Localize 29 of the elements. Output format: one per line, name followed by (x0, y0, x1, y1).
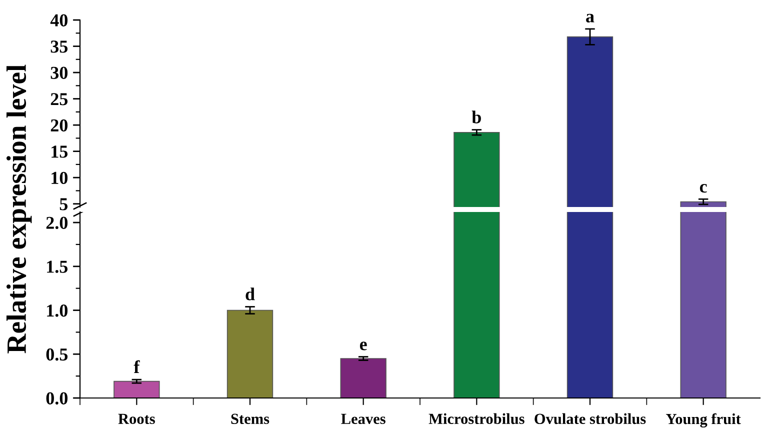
y-tick-label: 30 (50, 66, 68, 79)
x-tick-label: Stems (231, 414, 270, 424)
annotation: a (586, 14, 594, 22)
y-tick-label: 0.0 (46, 392, 68, 405)
y-tick-label: 20 (50, 119, 68, 132)
annotation: f (134, 360, 140, 373)
y-tick-label: 1.0 (47, 304, 68, 317)
y-tick-label: 1.5 (47, 260, 68, 273)
bar (340, 358, 386, 398)
y-tick-label: 0.5 (46, 348, 68, 361)
x-tick-label: Ovulate strobilus (534, 413, 646, 424)
y-tick-label: 15 (52, 146, 68, 158)
x-tick-label: Roots (118, 414, 155, 424)
bar (226, 310, 274, 398)
y-tick-label: 5 (60, 198, 68, 210)
y-tick-label: 35 (50, 40, 68, 53)
y-tick-label: 25 (50, 93, 68, 106)
x-tick-label: Leaves (341, 414, 386, 424)
annotation: d (246, 288, 255, 300)
y-tick-label: 2.0 (46, 216, 68, 230)
annotation: c (700, 184, 707, 193)
x-tick-label: Young fruit (666, 413, 741, 428)
y-tick-label: 40 (50, 14, 68, 26)
y-tick-label: 10 (52, 172, 68, 184)
annotation: e (360, 342, 367, 350)
x-tick-label: Microstrobilus (428, 413, 524, 424)
bar (114, 380, 160, 398)
y-axis-title: Relative expression level (6, 64, 32, 354)
annotation: b (472, 110, 481, 124)
